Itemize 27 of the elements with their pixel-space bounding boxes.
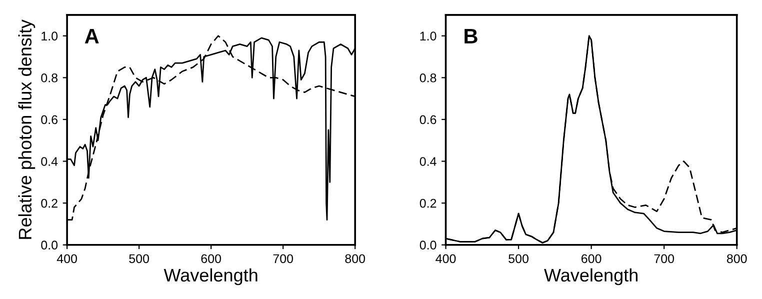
- y-tick-label: 0.0: [420, 240, 436, 250]
- y-tick-label: 1.0: [42, 32, 58, 41]
- text: A: [84, 29, 99, 44]
- y-tick-label: 0.4: [41, 157, 58, 166]
- y-tick-label: 1.0: [420, 32, 436, 41]
- y-tick-label: 0.6: [420, 115, 436, 124]
- y-tick-label: 0.8: [420, 73, 436, 82]
- y-axis-title: Relative photon flux density: [18, 20, 36, 239]
- x-tick-label: 400: [436, 254, 456, 264]
- x-tick-label: 700: [273, 254, 294, 264]
- x-tick-label: 400: [56, 254, 77, 264]
- y-tick-label: 0.4: [420, 157, 436, 166]
- x-tick-label: 500: [508, 254, 528, 264]
- x-axis-title: Wavelength: [164, 268, 258, 286]
- y-tick-label: 0.8: [41, 73, 58, 82]
- x-tick-label: 800: [345, 254, 366, 264]
- x-tick-label: 600: [582, 254, 602, 264]
- x-tick-label: 500: [129, 254, 150, 264]
- y-tick-label: 0.6: [41, 115, 58, 124]
- x-tick-label: 700: [654, 254, 674, 264]
- x-tick-label: 800: [726, 254, 747, 264]
- x-tick-label: 600: [201, 254, 222, 264]
- y-tick-label: 0.2: [420, 198, 436, 208]
- y-tick-label: 0.0: [41, 240, 58, 250]
- x-axis-title: Wavelength: [544, 268, 638, 286]
- text: B: [464, 29, 478, 44]
- y-tick-label: 0.2: [41, 198, 58, 208]
